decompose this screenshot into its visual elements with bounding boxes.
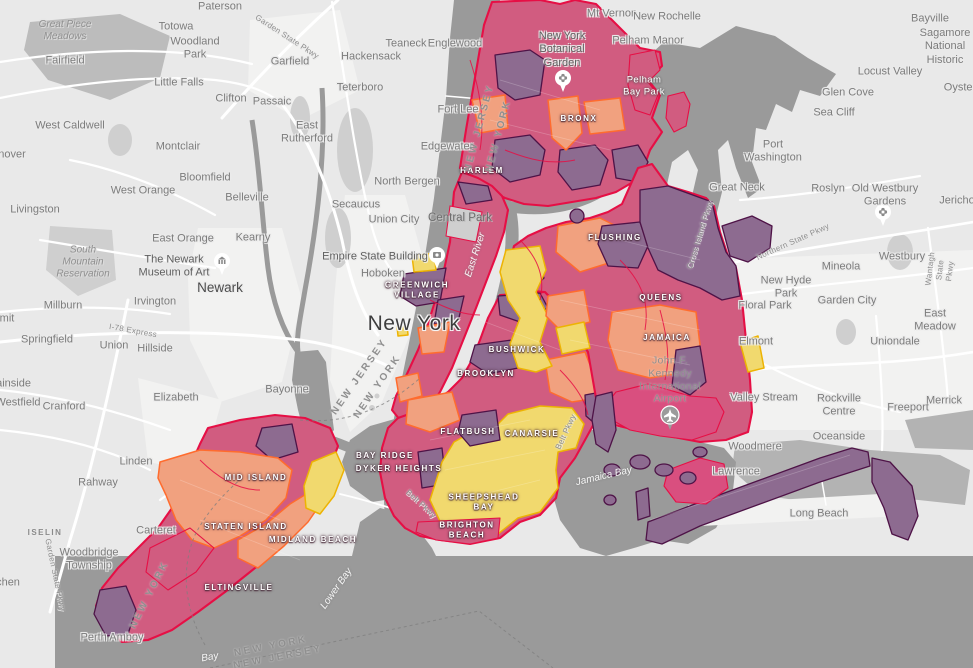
region-queens — [499, 162, 773, 453]
street-texture — [179, 79, 851, 561]
region-manhattan — [390, 170, 510, 422]
region-brooklyn — [378, 290, 619, 546]
state-boundary-dashes — [185, 377, 554, 668]
region-rockaway — [603, 446, 919, 545]
region-bronx — [458, 0, 691, 208]
region-staten-island — [93, 413, 345, 644]
choropleth-layer — [93, 0, 919, 644]
urban-light-patches — [138, 10, 973, 472]
zone-borders-extra — [199, 59, 669, 491]
